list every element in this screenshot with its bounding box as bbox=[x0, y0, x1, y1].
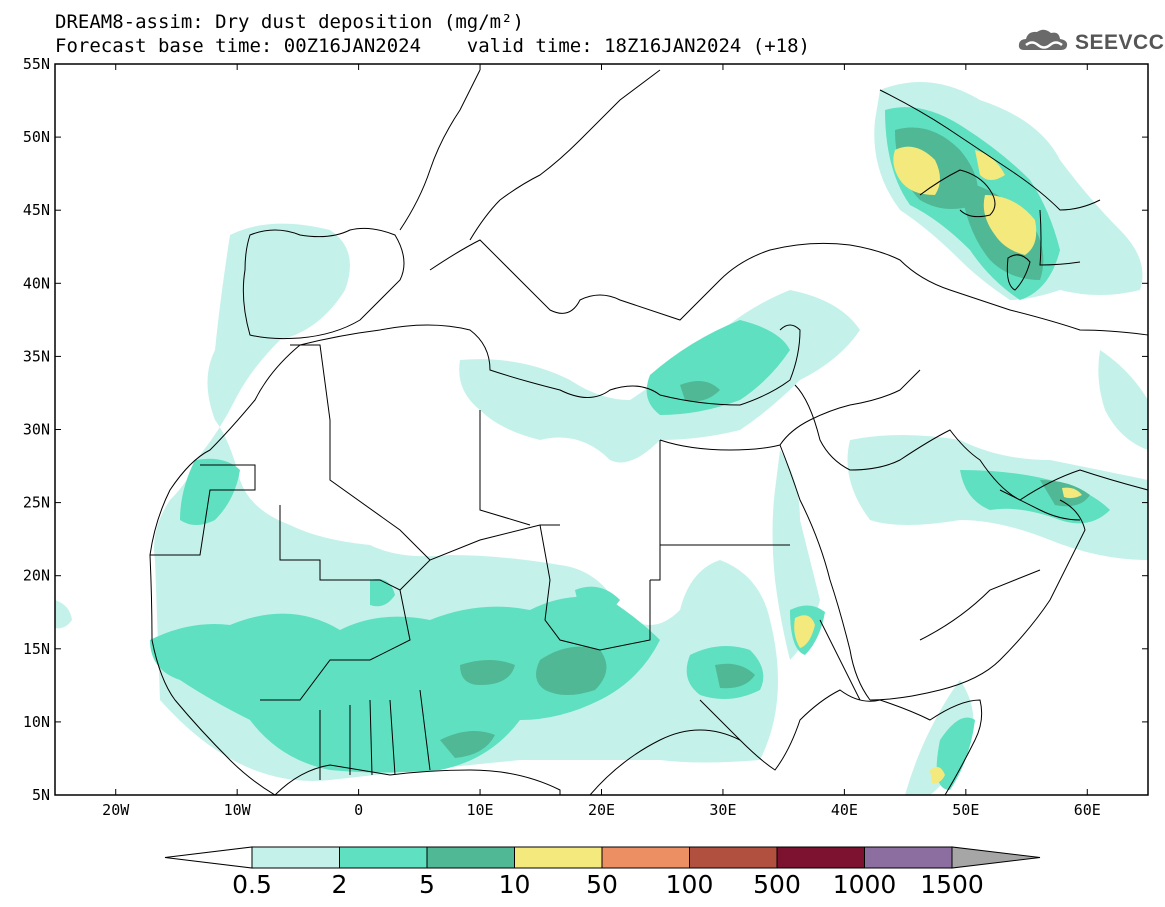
lat-label: 30N bbox=[23, 421, 50, 439]
lat-label: 50N bbox=[23, 128, 50, 146]
colorbar-label: 1000 bbox=[832, 870, 897, 899]
colorbar-swatch bbox=[776, 846, 865, 869]
lat-label: 25N bbox=[23, 494, 50, 512]
colorbar-swatch bbox=[339, 846, 428, 869]
lon-label: 0 bbox=[354, 801, 363, 819]
lat-label: 55N bbox=[23, 55, 50, 73]
lat-label: 20N bbox=[23, 567, 50, 585]
colorbar-swatch bbox=[689, 846, 778, 869]
lat-label: 40N bbox=[23, 274, 50, 292]
colorbar-label: 10 bbox=[498, 870, 531, 899]
colorbar-label: 50 bbox=[586, 870, 618, 899]
logo-text: SEEVCCC bbox=[1075, 31, 1165, 54]
colorbar-label: 1500 bbox=[920, 870, 984, 899]
colorbar-swatch bbox=[864, 846, 953, 869]
chart-title: DREAM8-assim: Dry dust deposition (mg/m²… bbox=[55, 11, 524, 33]
colorbar-label: 2 bbox=[331, 870, 348, 899]
forecast-times: Forecast base time: 00Z16JAN2024 valid t… bbox=[55, 35, 810, 57]
field-level-4 bbox=[794, 146, 1082, 784]
colorbar-swatch bbox=[514, 846, 603, 869]
colorbar-label: 500 bbox=[753, 870, 801, 899]
lon-label: 50E bbox=[952, 801, 979, 819]
lon-label: 20W bbox=[102, 801, 130, 819]
colorbar-swatch bbox=[426, 846, 515, 869]
coastlines-and-borders bbox=[149, 69, 1148, 795]
lon-label: 10W bbox=[224, 801, 252, 819]
colorbar-label: 5 bbox=[419, 870, 435, 899]
colorbar bbox=[164, 846, 1041, 869]
latitude-axis: 55N 50N 45N 40N 35N 30N 25N 20N 15N 10N 5N bbox=[23, 55, 1148, 804]
lat-label: 45N bbox=[23, 201, 50, 219]
colorbar-under-triangle bbox=[164, 846, 253, 869]
lon-label: 40E bbox=[831, 801, 858, 819]
deposition-fields bbox=[55, 82, 1148, 795]
colorbar-label: 100 bbox=[665, 870, 714, 899]
lon-label: 60E bbox=[1074, 801, 1101, 819]
seevccc-logo-icon bbox=[1018, 29, 1068, 50]
longitude-axis: 20W 10W 0 10E 20E 30E 40E 50E 60E bbox=[102, 64, 1101, 819]
lon-label: 30E bbox=[709, 801, 736, 819]
lat-label: 35N bbox=[23, 347, 50, 365]
lon-label: 10E bbox=[467, 801, 494, 819]
colorbar-label: 0.5 bbox=[232, 870, 272, 899]
lat-label: 15N bbox=[23, 640, 50, 658]
colorbar-swatch bbox=[251, 846, 340, 869]
lat-label: 5N bbox=[32, 786, 50, 804]
colorbar-over-triangle bbox=[951, 846, 1041, 869]
colorbar-swatch bbox=[601, 846, 690, 869]
lat-label: 10N bbox=[23, 713, 50, 731]
lon-label: 20E bbox=[588, 801, 615, 819]
